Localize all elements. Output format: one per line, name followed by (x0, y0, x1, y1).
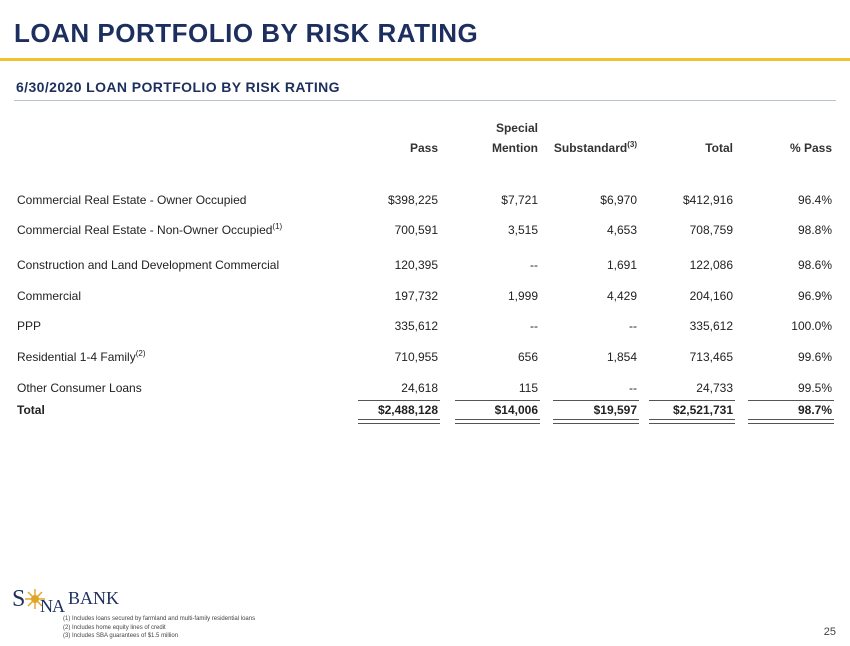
double-underline-special (455, 419, 540, 424)
row-special: 656 (517, 350, 538, 364)
row-pass: $398,225 (387, 193, 438, 207)
underline-substandard (553, 400, 639, 401)
total-pct: 98.7% (797, 403, 832, 417)
total-label: Total (17, 403, 45, 417)
total-pass: $2,488,128 (377, 403, 438, 417)
row-substandard: $6,970 (600, 193, 637, 207)
row-substandard: -- (629, 319, 637, 333)
footnote-1: (1) Includes loans secured by farmland a… (63, 616, 256, 622)
double-underline-total (649, 419, 735, 424)
header-total: Total (705, 141, 733, 155)
row-total: 24,733 (696, 381, 733, 395)
header-substandard-note: (3) (627, 140, 637, 149)
header-substandard: Substandard(3) (553, 140, 637, 156)
underline-special (455, 400, 540, 401)
logo-letter-s: S (12, 586, 26, 612)
row-total: 708,759 (689, 223, 733, 237)
row-total: $412,916 (682, 193, 733, 207)
page-number: 25 (823, 626, 836, 638)
underline-pct (748, 400, 834, 401)
footnotes: (1) Includes loans secured by farmland a… (63, 615, 255, 641)
row-substandard: 1,691 (606, 258, 637, 272)
double-underline-substandard (553, 419, 639, 424)
row-special: 115 (518, 381, 538, 395)
row-label: Other Consumer Loans (17, 381, 142, 395)
row-special: -- (530, 258, 538, 272)
header-pct-pass: % Pass (789, 141, 832, 155)
row-substandard: 4,653 (606, 223, 637, 237)
double-underline-pct (748, 419, 834, 424)
row-pct: 98.6% (797, 258, 832, 272)
row-pass: 710,955 (394, 350, 438, 364)
header-special-line2: Mention (492, 141, 538, 155)
row-pct: 96.9% (797, 289, 832, 303)
row-footnote-ref: (1) (272, 222, 283, 231)
row-special: -- (530, 319, 538, 333)
row-pct: 99.6% (797, 350, 832, 364)
row-total: 713,465 (689, 350, 733, 364)
row-pass: 24,618 (401, 381, 438, 395)
row-pass: 197,732 (394, 289, 438, 303)
row-special: 1,999 (507, 289, 538, 303)
row-pct: 98.8% (797, 223, 832, 237)
row-label: Commercial (17, 289, 82, 303)
row-special: 3,515 (507, 223, 538, 237)
row-label: Commercial Real Estate - Non-Owner Occup… (17, 222, 283, 238)
row-pct: 96.4% (797, 193, 832, 207)
total-substandard: $19,597 (593, 403, 637, 417)
row-pct: 99.5% (797, 381, 832, 395)
underline-total (649, 400, 735, 401)
row-total: 335,612 (689, 319, 733, 333)
logo-word-bank: BANK (68, 588, 120, 608)
row-label: Commercial Real Estate - Owner Occupied (17, 193, 247, 207)
logo-letters-na: NA (40, 596, 65, 616)
row-pct: 100.0% (791, 319, 832, 333)
row-substandard: 4,429 (606, 289, 637, 303)
sun-icon (25, 589, 45, 609)
row-total: 122,086 (689, 258, 733, 272)
row-label: Construction and Land Development Commer… (17, 258, 280, 272)
total-special: $14,006 (494, 403, 538, 417)
title-divider (0, 58, 850, 61)
total-total: $2,521,731 (672, 403, 733, 417)
header-special-line1: Special (495, 121, 538, 135)
subtitle-divider (14, 100, 836, 101)
row-pass: 120,395 (394, 258, 438, 272)
row-substandard: 1,854 (606, 350, 637, 364)
sona-bank-logo: S NA BANK (12, 584, 142, 620)
row-pass: 335,612 (394, 319, 438, 333)
row-label: PPP (17, 319, 42, 333)
page-title: LOAN PORTFOLIO BY RISK RATING (14, 18, 479, 48)
row-footnote-ref: (2) (135, 349, 146, 358)
header-pass: Pass (409, 141, 438, 155)
double-underline-pass (358, 419, 440, 424)
underline-pass (358, 400, 440, 401)
row-special: $7,721 (501, 193, 538, 207)
footnote-3: (3) Includes SBA guarantees of $1.5 mill… (63, 633, 179, 639)
row-substandard: -- (629, 381, 637, 395)
row-total: 204,160 (689, 289, 733, 303)
row-label: Residential 1-4 Family(2) (17, 349, 146, 365)
row-pass: 700,591 (394, 223, 438, 237)
section-subtitle: 6/30/2020 LOAN PORTFOLIO BY RISK RATING (16, 79, 340, 95)
footnote-2: (2) Includes home equity lines of credit (63, 624, 166, 631)
